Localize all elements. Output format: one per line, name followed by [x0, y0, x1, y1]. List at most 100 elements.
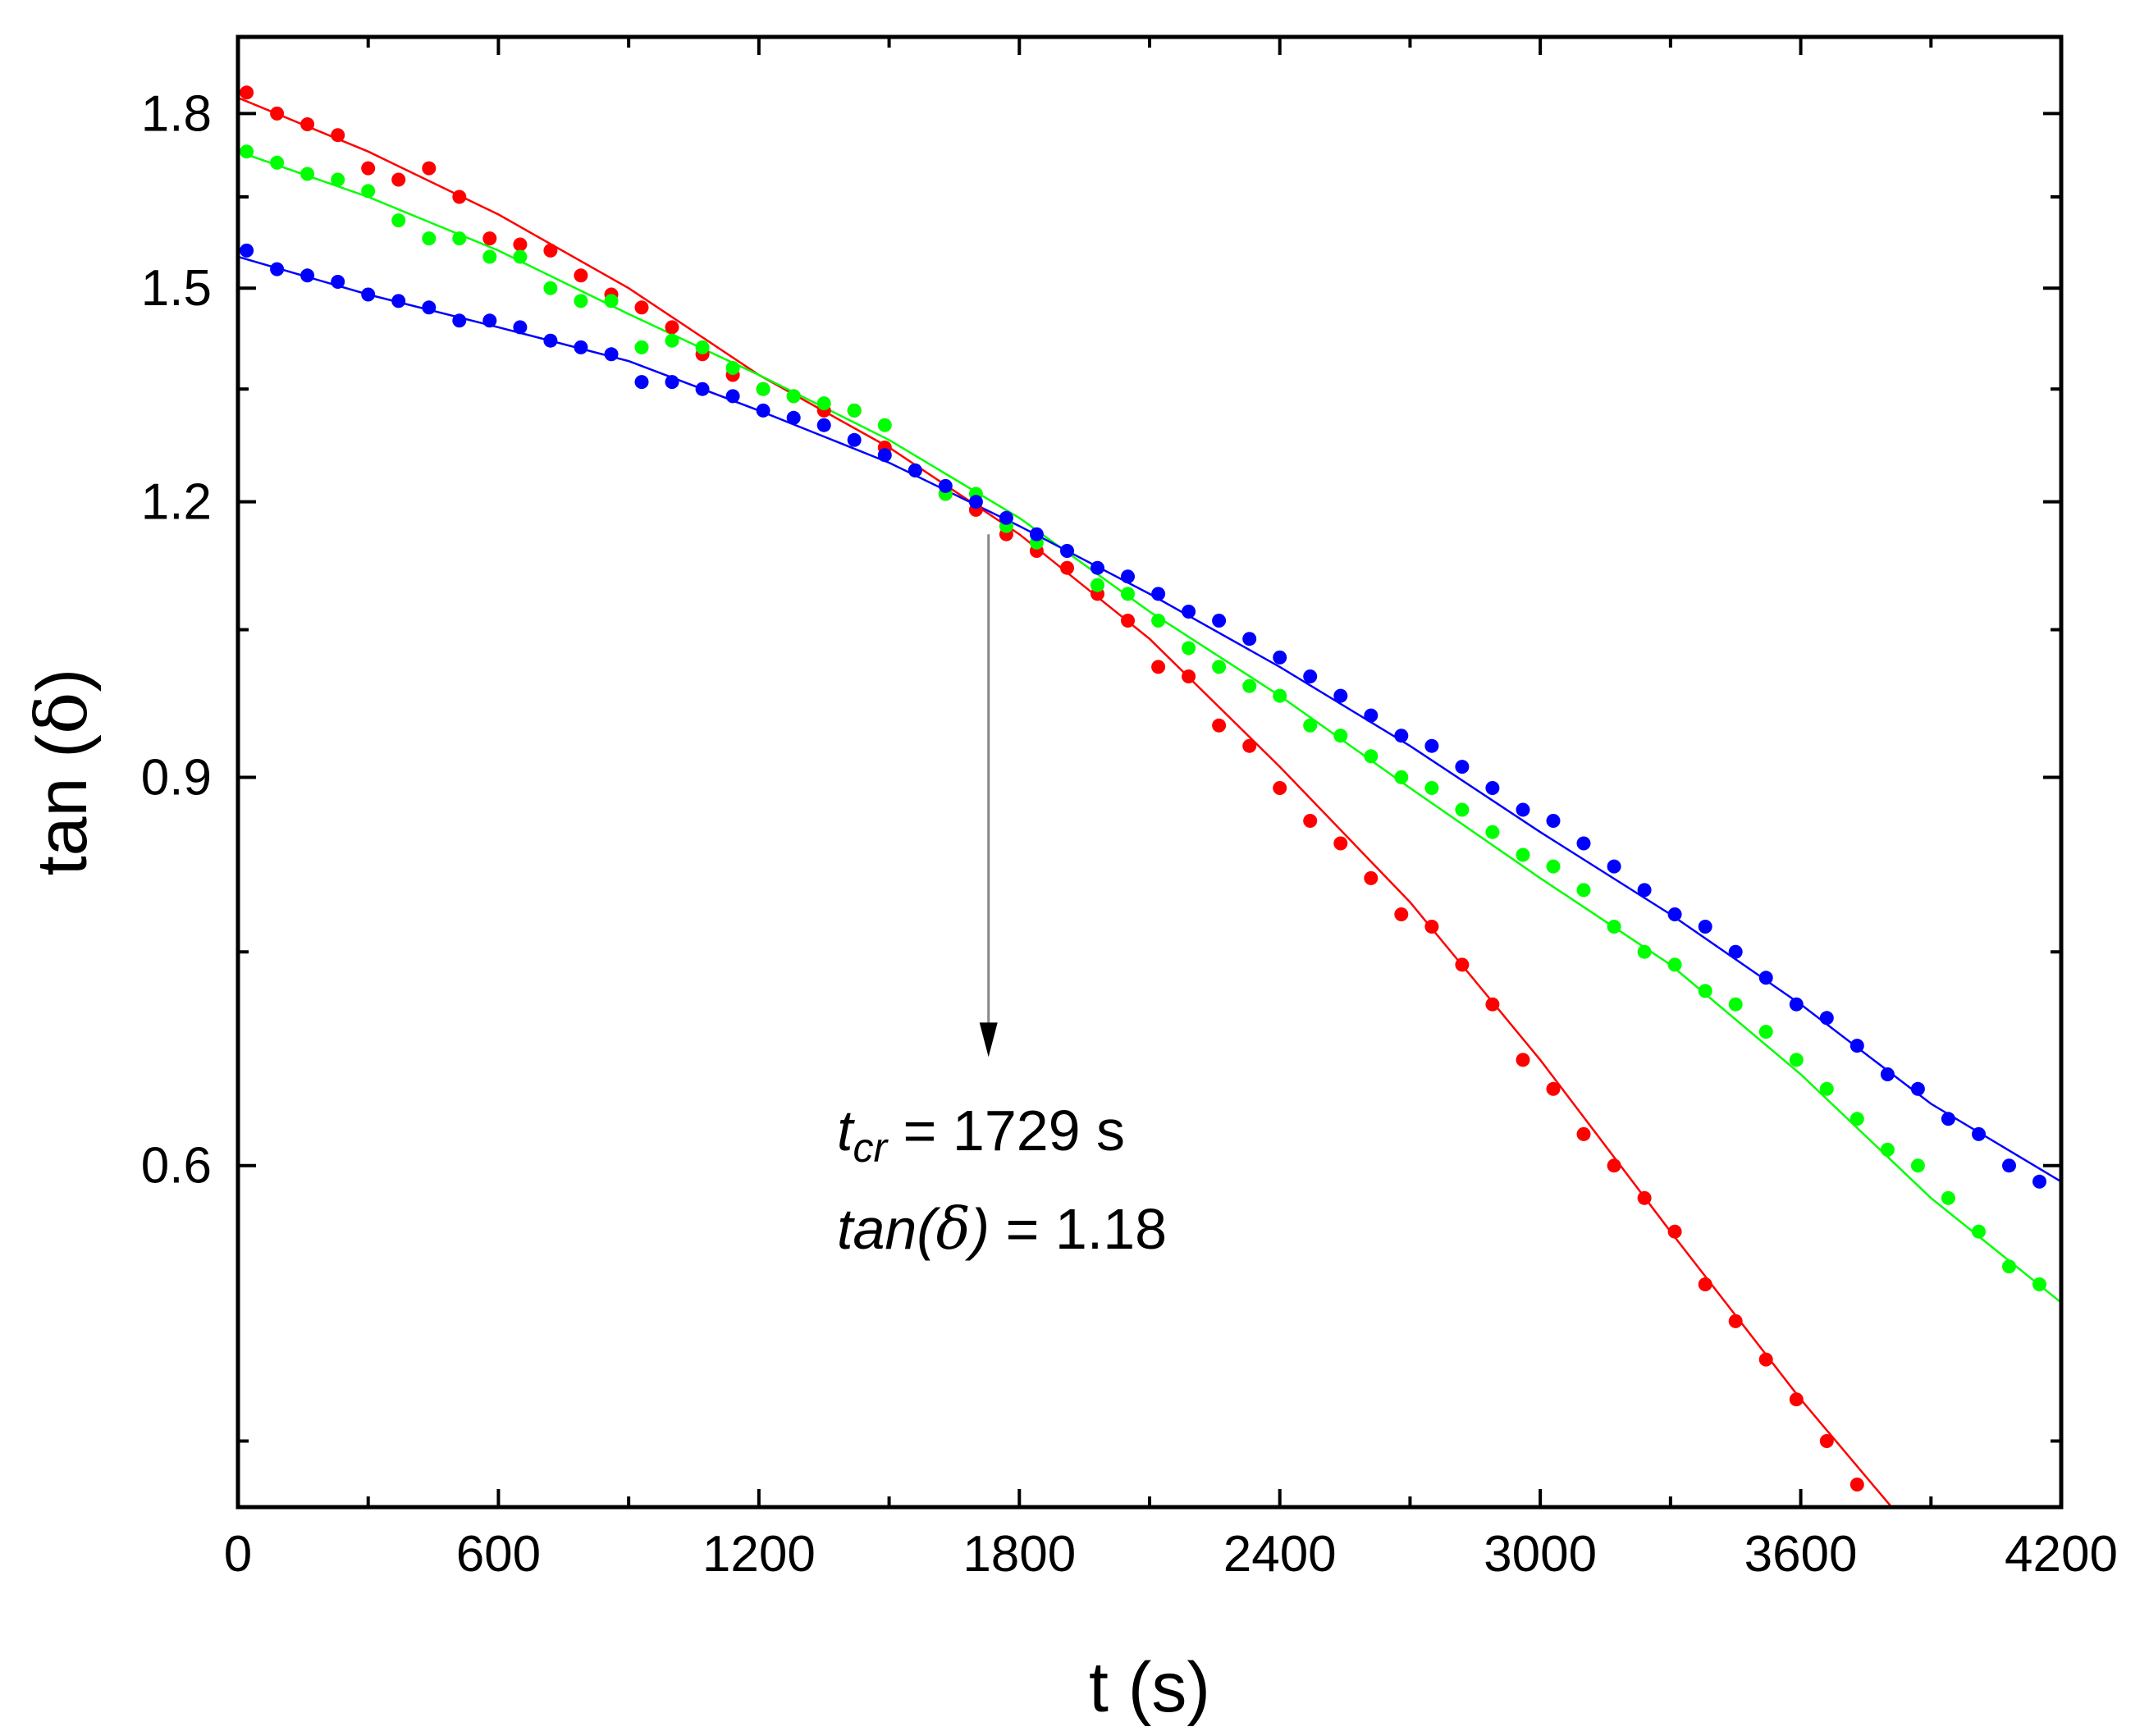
data-point-blue	[1637, 883, 1652, 898]
data-point-red	[1758, 1352, 1773, 1367]
data-point-green	[1394, 770, 1409, 784]
plot-frame	[235, 34, 2064, 1510]
data-point-red	[1667, 1224, 1682, 1239]
data-point-red	[1698, 1277, 1712, 1291]
data-point-green	[634, 340, 649, 354]
data-point-blue	[1789, 997, 1804, 1012]
data-point-red	[1576, 1126, 1591, 1141]
data-point-red	[634, 300, 649, 315]
data-point-blue	[604, 347, 619, 362]
x-tick-label: 0	[224, 1526, 252, 1583]
data-point-red	[482, 231, 497, 246]
data-point-blue	[1758, 971, 1773, 985]
data-point-blue	[1880, 1067, 1895, 1081]
data-points	[240, 85, 2046, 1492]
annotation-tcr: tcr = 1729 s	[837, 1099, 1125, 1171]
data-point-blue	[270, 262, 285, 276]
data-point-green	[1910, 1158, 1925, 1173]
data-point-blue	[847, 432, 862, 447]
data-point-green	[1941, 1190, 1955, 1205]
data-point-green	[1516, 847, 1530, 862]
data-point-blue	[1667, 907, 1682, 921]
data-point-red	[300, 117, 315, 131]
data-point-blue	[1424, 738, 1439, 753]
data-point-blue	[1698, 920, 1712, 934]
data-point-blue	[1972, 1126, 1986, 1141]
data-point-red	[270, 106, 285, 121]
data-point-red	[1546, 1081, 1561, 1096]
data-point-green	[1728, 997, 1743, 1012]
data-point-green	[1242, 678, 1257, 693]
data-point-blue	[1728, 944, 1743, 959]
data-point-blue	[1394, 729, 1409, 743]
data-point-green	[877, 418, 892, 432]
data-point-blue	[300, 268, 315, 283]
data-point-blue	[1364, 708, 1379, 723]
data-point-blue	[1060, 544, 1074, 558]
data-point-blue	[513, 320, 528, 335]
data-point-red	[1151, 660, 1166, 674]
data-point-blue	[422, 300, 437, 315]
data-point-green	[422, 231, 437, 246]
data-point-red	[422, 161, 437, 176]
data-point-green	[725, 361, 740, 375]
x-tick-labels: 0 600 1200 1800 2400 3000 3600 4200	[224, 1526, 2118, 1583]
data-point-blue	[908, 463, 922, 477]
data-point-blue	[452, 313, 467, 328]
data-point-green	[1212, 660, 1227, 674]
data-point-green	[1546, 859, 1561, 874]
data-point-green	[513, 249, 528, 264]
data-point-red	[1121, 614, 1135, 628]
annotation-tan-delta: tan(δ) = 1.18	[837, 1195, 1167, 1263]
data-point-red	[665, 320, 679, 335]
data-point-blue	[695, 381, 710, 396]
data-point-blue	[1333, 688, 1348, 703]
data-point-green	[543, 281, 558, 295]
data-point-red	[1303, 814, 1318, 828]
x-tick-label: 2400	[1223, 1526, 1337, 1583]
data-point-blue	[391, 294, 406, 308]
data-point-blue	[2002, 1158, 2016, 1173]
data-point-blue	[1212, 614, 1227, 628]
data-point-green	[756, 381, 770, 396]
data-point-blue	[1242, 632, 1257, 646]
data-point-red	[452, 190, 467, 204]
data-point-blue	[2032, 1174, 2046, 1189]
data-point-green	[1698, 984, 1712, 998]
data-point-blue	[482, 313, 497, 328]
data-point-green	[1121, 587, 1135, 601]
fit-line-green	[238, 150, 2061, 1304]
data-point-blue	[1091, 560, 1104, 575]
y-tick-labels: 0.6 0.9 1.2 1.5 1.8	[141, 85, 212, 1194]
data-point-blue	[543, 333, 558, 348]
x-tick-label: 4200	[2005, 1526, 2118, 1583]
data-point-red	[1637, 1190, 1652, 1205]
data-point-green	[391, 213, 406, 228]
data-point-blue	[1303, 669, 1318, 683]
data-point-green	[2002, 1259, 2016, 1274]
data-point-green	[1607, 920, 1621, 934]
data-point-blue	[1941, 1112, 1955, 1126]
data-point-red	[574, 268, 588, 283]
data-point-blue	[1455, 760, 1470, 774]
data-point-green	[1091, 578, 1104, 592]
annotation-arrow-head	[979, 1022, 998, 1058]
data-point-blue	[1273, 650, 1287, 665]
data-point-green	[1485, 825, 1500, 839]
data-point-red	[1364, 870, 1379, 885]
data-point-green	[1303, 718, 1318, 733]
data-point-red	[1819, 1434, 1834, 1448]
x-tick-label: 3600	[1744, 1526, 1858, 1583]
data-point-blue	[1151, 587, 1166, 601]
y-axis-title: tan (δ)	[21, 669, 103, 876]
data-point-green	[1424, 781, 1439, 795]
x-tick-label: 3000	[1484, 1526, 1597, 1583]
y-tick-label: 1.5	[141, 260, 212, 317]
data-point-red	[1212, 718, 1227, 733]
data-point-green	[816, 396, 831, 411]
data-point-blue	[725, 389, 740, 404]
data-point-green	[1667, 957, 1682, 972]
data-point-red	[1789, 1392, 1804, 1407]
data-point-green	[665, 333, 679, 348]
data-point-green	[695, 340, 710, 354]
